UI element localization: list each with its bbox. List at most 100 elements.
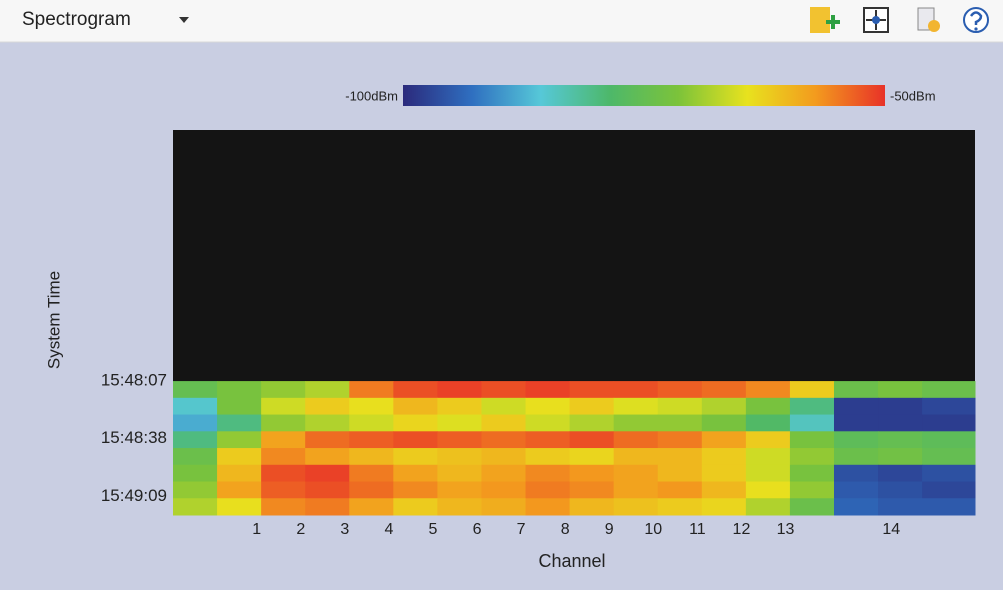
export-icon[interactable]	[917, 7, 940, 32]
colorbar	[403, 85, 885, 106]
heatmap-cell	[789, 464, 835, 483]
heatmap-cell	[437, 414, 482, 432]
heatmap-cell	[217, 431, 262, 449]
heatmap-cell	[613, 397, 659, 416]
heatmap-cell	[173, 431, 218, 449]
heatmap-cell	[481, 431, 527, 449]
heatmap-cell	[481, 397, 527, 416]
heatmap-cell	[701, 481, 747, 499]
heatmap-cell	[613, 414, 659, 432]
heatmap-cell	[305, 448, 350, 466]
heatmap-cell	[922, 448, 976, 466]
heatmap-cell	[657, 464, 703, 483]
heatmap-cell	[613, 431, 659, 449]
heatmap-cell	[349, 498, 394, 516]
x-tick-label: 10	[644, 521, 662, 538]
view-selector[interactable]: Spectrogram	[22, 9, 131, 30]
heatmap-cell	[305, 414, 350, 432]
heatmap-cell	[922, 381, 976, 399]
heatmap-cell	[349, 481, 394, 499]
heatmap-cell	[701, 381, 747, 399]
heatmap-cell	[349, 464, 394, 483]
heatmap-cell	[305, 498, 350, 516]
heatmap-cell	[437, 397, 482, 416]
heatmap-cell	[261, 464, 306, 483]
heatmap-cell	[217, 498, 262, 516]
x-tick-label: 14	[882, 521, 900, 538]
heatmap-cell	[349, 397, 394, 416]
heatmap-cell	[833, 414, 879, 432]
heatmap-cell	[613, 381, 659, 399]
x-tick-label: 9	[605, 521, 614, 538]
heatmap-cell	[525, 431, 571, 449]
heatmap-cell	[349, 448, 394, 466]
heatmap-cell	[878, 464, 923, 483]
heatmap-cell	[525, 381, 571, 399]
heatmap-cell	[701, 498, 747, 516]
heatmap-cell	[481, 448, 527, 466]
heatmap-cell	[437, 448, 482, 466]
heatmap-cell	[437, 464, 482, 483]
heatmap-cell	[173, 481, 218, 499]
heatmap-cell	[525, 464, 571, 483]
heatmap-cell	[657, 448, 703, 466]
center-icon[interactable]	[863, 7, 889, 33]
colorbar-label: -50dBm	[890, 88, 936, 103]
heatmap	[173, 381, 976, 516]
heatmap-cell	[745, 448, 791, 466]
heatmap-cell	[878, 381, 923, 399]
heatmap-cell	[789, 397, 835, 416]
heatmap-cell	[745, 381, 791, 399]
heatmap-cell	[437, 498, 482, 516]
heatmap-cell	[173, 397, 218, 416]
heatmap-cell	[701, 431, 747, 449]
heatmap-cell	[878, 448, 923, 466]
heatmap-cell	[569, 431, 615, 449]
heatmap-cell	[569, 481, 615, 499]
heatmap-cell	[525, 397, 571, 416]
heatmap-cell	[481, 481, 527, 499]
heatmap-cell	[393, 431, 438, 449]
heatmap-cell	[657, 431, 703, 449]
heatmap-cell	[437, 481, 482, 499]
heatmap-cell	[745, 414, 791, 432]
heatmap-cell	[173, 381, 218, 399]
dropdown-arrow[interactable]	[179, 17, 189, 23]
heatmap-cell	[922, 464, 976, 483]
heatmap-cell	[657, 381, 703, 399]
heatmap-cell	[789, 381, 835, 399]
heatmap-cell	[657, 414, 703, 432]
heatmap-cell	[789, 448, 835, 466]
heatmap-cell	[657, 481, 703, 499]
heatmap-cell	[878, 498, 923, 516]
heatmap-cell	[525, 414, 571, 432]
heatmap-cell	[305, 464, 350, 483]
heatmap-cell	[833, 448, 879, 466]
heatmap-cell	[261, 414, 306, 432]
heatmap-cell	[261, 481, 306, 499]
heatmap-cell	[173, 448, 218, 466]
add-icon[interactable]	[810, 7, 840, 33]
y-tick-label: 15:48:38	[101, 428, 167, 447]
heatmap-cell	[305, 481, 350, 499]
heatmap-cell	[393, 414, 438, 432]
heatmap-cell	[745, 464, 791, 483]
heatmap-cell	[922, 481, 976, 499]
heatmap-cell	[305, 397, 350, 416]
heatmap-cell	[613, 498, 659, 516]
help-icon[interactable]	[963, 7, 989, 33]
heatmap-cell	[789, 481, 835, 499]
heatmap-cell	[701, 448, 747, 466]
heatmap-cell	[569, 414, 615, 432]
heatmap-cell	[701, 397, 747, 416]
heatmap-cell	[261, 397, 306, 416]
heatmap-cell	[922, 397, 976, 416]
heatmap-cell	[349, 381, 394, 399]
x-tick-label: 3	[340, 521, 349, 538]
heatmap-cell	[217, 397, 262, 416]
heatmap-cell	[393, 464, 438, 483]
heatmap-cell	[745, 481, 791, 499]
heatmap-cell	[481, 414, 527, 432]
